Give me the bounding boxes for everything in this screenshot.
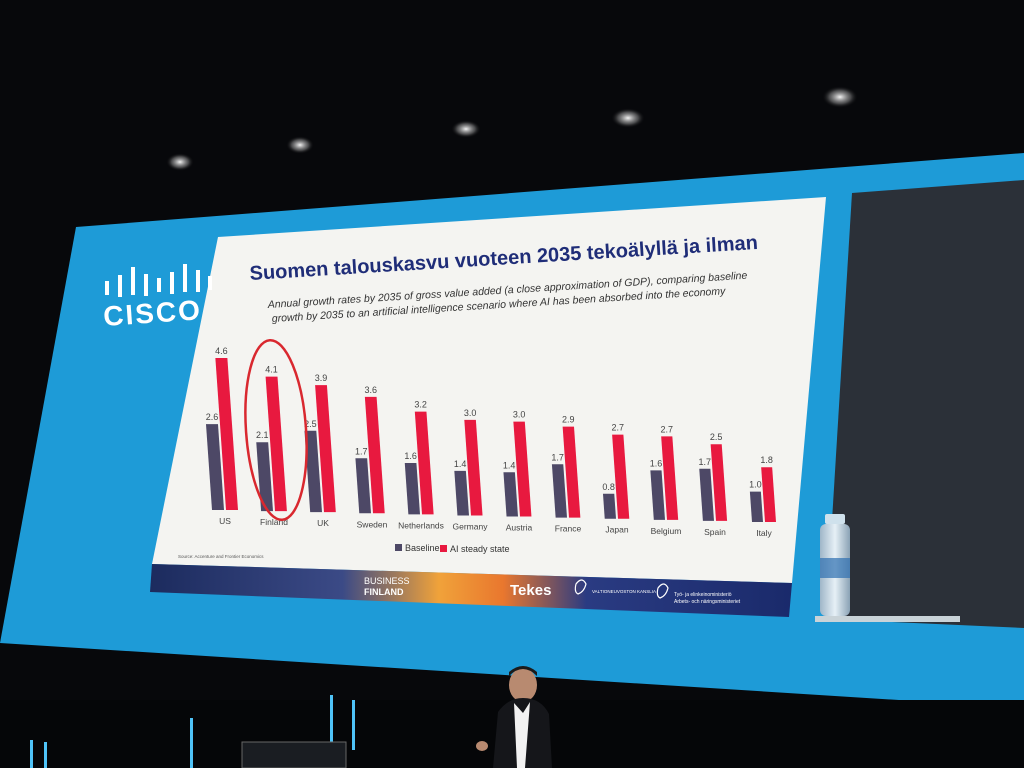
cisco-bars-icon bbox=[105, 264, 212, 297]
data-label-ai-germany: 3.0 bbox=[464, 408, 477, 418]
bar-baseline-finland bbox=[256, 442, 273, 512]
footer-logos: BUSINESS FINLAND Tekes VALTIONEUVOSTON K… bbox=[364, 576, 741, 605]
bar-baseline-belgium bbox=[650, 470, 665, 520]
legend-swatch-baseline bbox=[395, 544, 402, 551]
category-label-italy: Italy bbox=[756, 528, 772, 538]
bar-ai-uk bbox=[315, 385, 336, 513]
bar-baseline-japan bbox=[602, 493, 616, 519]
data-label-baseline-belgium: 1.6 bbox=[650, 458, 663, 468]
data-label-ai-sweden: 3.6 bbox=[364, 385, 377, 395]
spotlight bbox=[451, 120, 481, 138]
data-label-baseline-france: 1.7 bbox=[551, 452, 564, 462]
category-label-germany: Germany bbox=[453, 521, 489, 531]
ceiling-spotlights bbox=[166, 86, 858, 171]
bar-ai-italy bbox=[761, 467, 776, 522]
bar-ai-japan bbox=[612, 434, 630, 519]
screen-side-panel bbox=[826, 180, 1024, 628]
cisco-logo: CISCO bbox=[102, 264, 212, 332]
category-label-sweden: Sweden bbox=[357, 519, 388, 529]
data-label-ai-finland: 4.1 bbox=[265, 365, 278, 375]
category-label-spain: Spain bbox=[704, 527, 726, 537]
data-label-baseline-spain: 1.7 bbox=[699, 457, 712, 467]
finnish-lion-emblem-icon bbox=[574, 579, 669, 599]
business-finland-logo-line1: BUSINESS bbox=[364, 576, 410, 586]
tekes-logo: Tekes bbox=[510, 582, 551, 599]
spotlight bbox=[822, 86, 858, 108]
finland-highlight-circle bbox=[244, 338, 308, 522]
data-label-baseline-us: 2.6 bbox=[206, 412, 219, 422]
data-label-ai-belgium: 2.7 bbox=[660, 424, 673, 434]
data-label-ai-uk: 3.9 bbox=[315, 373, 328, 383]
water-bottle bbox=[820, 514, 850, 616]
bar-ai-finland bbox=[265, 376, 287, 512]
data-label-baseline-italy: 1.0 bbox=[749, 480, 762, 490]
stage-lights bbox=[30, 695, 355, 768]
bar-baseline-austria bbox=[503, 472, 518, 517]
data-label-ai-us: 4.6 bbox=[215, 346, 228, 356]
bar-baseline-germany bbox=[454, 470, 469, 516]
bar-baseline-us bbox=[205, 424, 224, 510]
data-label-ai-netherlands: 3.2 bbox=[414, 400, 427, 410]
bar-baseline-uk bbox=[304, 430, 322, 513]
bar-ai-us bbox=[215, 358, 238, 510]
data-label-ai-japan: 2.7 bbox=[611, 423, 624, 433]
chart-source: Source: Accenture and Frontier Economics bbox=[178, 554, 264, 559]
presenter bbox=[476, 666, 552, 768]
bar-ai-spain bbox=[710, 444, 728, 521]
chart-legend: Baseline AI steady state bbox=[395, 543, 510, 554]
ministry-logo-2-line2: Arbets- och näringsministeriet bbox=[674, 599, 741, 605]
bar-baseline-sweden bbox=[355, 458, 371, 514]
data-label-ai-spain: 2.5 bbox=[710, 432, 723, 442]
bar-ai-belgium bbox=[661, 436, 679, 520]
bar-ai-sweden bbox=[364, 396, 385, 514]
bar-ai-austria bbox=[513, 421, 532, 517]
category-label-belgium: Belgium bbox=[651, 526, 682, 536]
bar-baseline-netherlands bbox=[404, 463, 420, 515]
legend-label-ai: AI steady state bbox=[450, 544, 510, 554]
data-label-baseline-finland: 2.1 bbox=[256, 430, 269, 440]
category-label-japan: Japan bbox=[605, 525, 628, 535]
legend-label-baseline: Baseline bbox=[405, 543, 440, 553]
cisco-wordmark: CISCO bbox=[102, 294, 203, 332]
bar-ai-netherlands bbox=[414, 411, 434, 515]
ministry-logo-1: VALTIONEUVOSTON KANSLIA bbox=[592, 589, 656, 594]
slide-footer bbox=[150, 564, 792, 617]
spotlight bbox=[166, 153, 194, 171]
data-label-baseline-germany: 1.4 bbox=[454, 459, 467, 469]
bar-ai-france bbox=[562, 426, 581, 518]
bar-baseline-france bbox=[551, 464, 567, 518]
category-label-netherlands: Netherlands bbox=[398, 520, 444, 530]
spotlight bbox=[286, 136, 314, 154]
data-label-baseline-netherlands: 1.6 bbox=[404, 451, 417, 461]
data-label-ai-france: 2.9 bbox=[562, 415, 575, 425]
category-label-france: France bbox=[555, 524, 582, 534]
bar-ai-germany bbox=[464, 419, 483, 516]
ministry-logo-2-line1: Työ- ja elinkeinoministeriö bbox=[674, 592, 732, 598]
category-label-austria: Austria bbox=[506, 523, 533, 533]
data-label-baseline-uk: 2.5 bbox=[304, 419, 317, 429]
podium bbox=[241, 741, 347, 768]
data-label-baseline-austria: 1.4 bbox=[503, 460, 516, 470]
data-label-baseline-sweden: 1.7 bbox=[355, 446, 368, 456]
table-edge bbox=[815, 616, 960, 622]
category-label-finland: Finland bbox=[260, 517, 288, 527]
business-finland-logo-line2: FINLAND bbox=[364, 587, 404, 597]
data-label-ai-austria: 3.0 bbox=[513, 410, 526, 420]
spotlight bbox=[611, 108, 645, 128]
category-label-uk: UK bbox=[317, 518, 329, 528]
growth-bar-chart: 2.6 4.6 US 2.1 4.1 Finland 2.5 3.9 UK 1.7 3.6 Swede… bbox=[206, 346, 776, 538]
bar-baseline-spain bbox=[699, 468, 714, 521]
data-label-ai-italy: 1.8 bbox=[760, 455, 773, 465]
bar-baseline-italy bbox=[749, 491, 763, 522]
category-label-us: US bbox=[219, 516, 231, 526]
legend-swatch-ai bbox=[440, 545, 447, 552]
data-label-baseline-japan: 0.8 bbox=[602, 482, 615, 492]
